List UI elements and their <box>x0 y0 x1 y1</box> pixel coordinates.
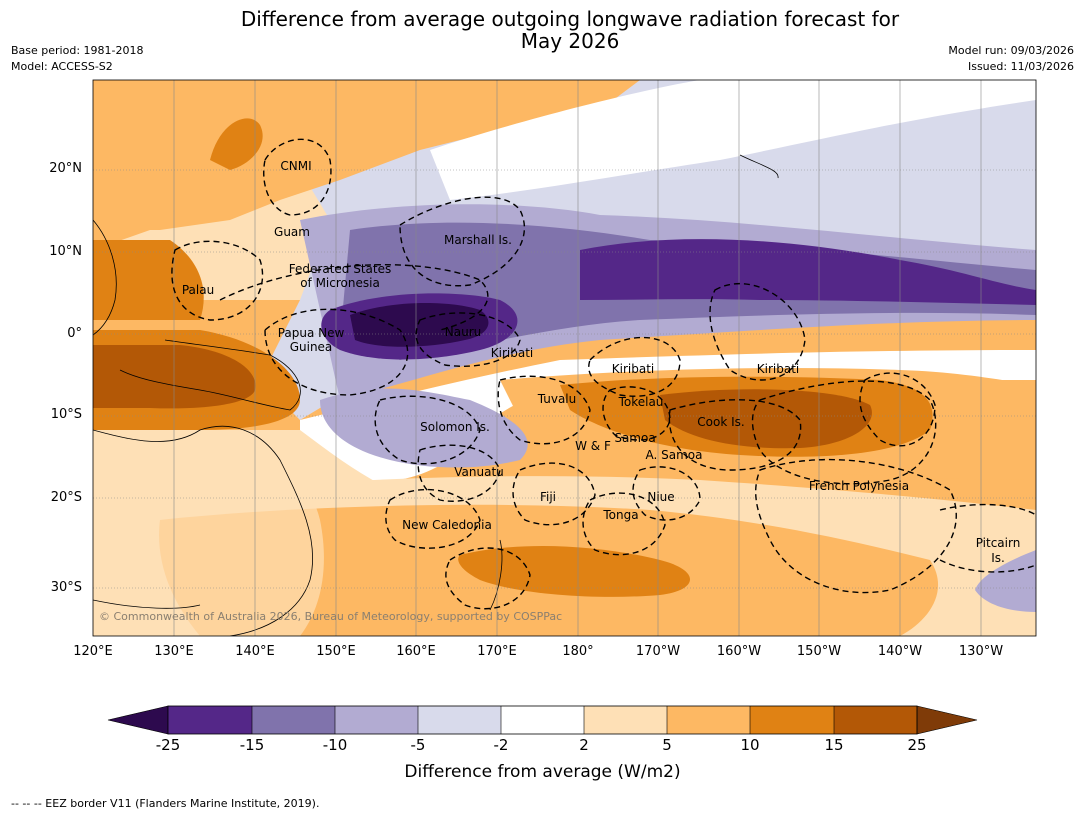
colorbar-label: 25 <box>907 736 927 754</box>
place-label: Vanuatu <box>454 465 504 479</box>
graticule <box>93 169 1036 589</box>
place-label: CNMI <box>280 159 312 173</box>
place-label: Is. <box>991 551 1005 565</box>
meridians <box>173 80 982 636</box>
place-label: New Caledonia <box>402 518 492 532</box>
x-tick: 140°E <box>235 644 275 659</box>
x-tick: 120°E <box>73 644 113 659</box>
title-line-1: Difference from average outgoing longwav… <box>240 7 900 31</box>
anomaly-field <box>93 80 1036 636</box>
place-label: Palau <box>181 283 215 297</box>
place-label: Samoa <box>614 431 656 445</box>
x-tick: 160°W <box>716 644 762 659</box>
colorbar-label: 5 <box>662 736 672 754</box>
colorbar-swatch-3 <box>335 706 418 734</box>
y-tick: 20°S <box>50 490 82 505</box>
colorbar-swatch-8 <box>750 706 834 734</box>
colorbar-label: -25 <box>155 736 181 754</box>
x-tick: 130°W <box>958 644 1004 659</box>
y-tick: 10°N <box>49 244 82 259</box>
colorbar-label: 10 <box>740 736 760 754</box>
place-label: French Polynesia <box>808 479 910 493</box>
x-tick: 140°W <box>877 644 923 659</box>
colorbar-title: Difference from average (W/m2) <box>404 762 681 782</box>
place-label: W & F <box>575 439 611 453</box>
x-tick: 150°W <box>796 644 842 659</box>
map-frame <box>92 79 1037 637</box>
colorbar-swatch-9 <box>834 706 917 734</box>
x-tick: 170°W <box>635 644 681 659</box>
eez-borders <box>171 138 1036 610</box>
colorbar-swatch-6 <box>584 706 667 734</box>
y-tick: 30°S <box>50 580 82 595</box>
map-title: Difference from average outgoing longwav… <box>170 8 970 52</box>
colorbar-label: -15 <box>239 736 265 754</box>
colorbar-extend-high <box>916 705 978 735</box>
coastlines <box>93 154 779 636</box>
issued-date: Issued: 11/03/2026 <box>967 60 1074 73</box>
place-label: Guinea <box>289 340 333 354</box>
colorbar-swatch-1 <box>168 706 252 734</box>
y-tick: 20°N <box>49 161 82 176</box>
place-label: Guam <box>274 225 310 239</box>
place-label: Papua New <box>277 326 345 340</box>
colorbar-swatch-2 <box>252 706 335 734</box>
model-name: Model: ACCESS-S2 <box>11 60 113 73</box>
place-label: Tonga <box>603 508 639 522</box>
place-label: Kiribati <box>756 362 800 376</box>
y-tick: 10°S <box>50 407 82 422</box>
colorbar-label: -5 <box>410 736 426 754</box>
place-label: Federated States <box>288 262 392 276</box>
x-tick: 180° <box>562 644 594 659</box>
colorbar-label: -10 <box>322 736 348 754</box>
y-tick: 0° <box>67 326 82 341</box>
title-line-2: May 2026 <box>520 29 620 53</box>
place-label: Nauru <box>444 325 482 339</box>
base-period: Base period: 1981-2018 <box>11 44 144 57</box>
place-label: Kiribati <box>490 346 534 360</box>
place-label: Niue <box>647 490 675 504</box>
colorbar-swatch-4 <box>418 706 501 734</box>
place-label: A. Samoa <box>645 448 703 462</box>
colorbar-label: -2 <box>493 736 509 754</box>
meta-left: Base period: 1981-2018 Model: ACCESS-S2 <box>11 43 143 75</box>
colorbar-swatch-5 <box>501 706 584 734</box>
x-tick: 160°E <box>396 644 436 659</box>
copyright-notice: © Commonwealth of Australia 2026, Bureau… <box>99 610 563 623</box>
place-label: Tuvalu <box>537 392 577 406</box>
place-label: Fiji <box>539 490 557 504</box>
place-label: Marshall Is. <box>444 233 512 247</box>
place-label: Kiribati <box>611 362 655 376</box>
meta-right: Model run: 09/03/2026 Issued: 11/03/2026 <box>948 43 1074 75</box>
model-run: Model run: 09/03/2026 <box>948 44 1074 57</box>
eez-footnote: -- -- -- EEZ border V11 (Flanders Marine… <box>11 797 320 810</box>
x-tick: 130°E <box>154 644 194 659</box>
colorbar-label: 15 <box>824 736 844 754</box>
colorbar-extend-low <box>107 705 169 735</box>
colorbar <box>107 705 978 735</box>
x-tick: 170°E <box>477 644 517 659</box>
colorbar-swatch-7 <box>667 706 750 734</box>
place-label: Tokelau <box>618 395 664 409</box>
place-label: of Micronesia <box>300 276 380 290</box>
place-label: Cook Is. <box>697 415 745 429</box>
place-label: Solomon Is. <box>420 420 490 434</box>
colorbar-label: 2 <box>579 736 589 754</box>
x-tick: 150°E <box>316 644 356 659</box>
place-label: Pitcairn <box>975 536 1021 550</box>
